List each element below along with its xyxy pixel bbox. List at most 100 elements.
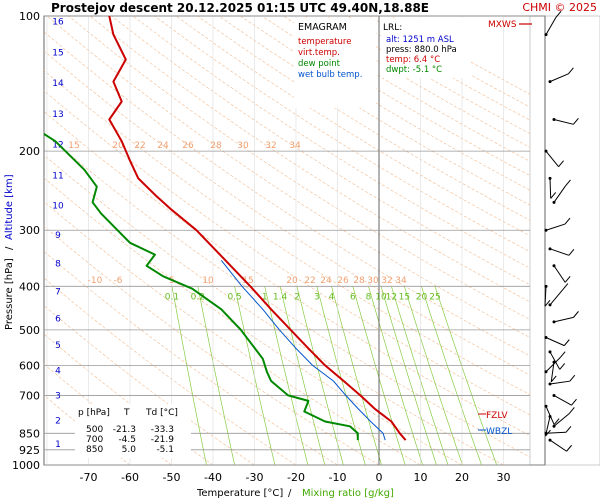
pressure-tick-label: 600: [19, 359, 40, 372]
pressure-tick-label: 1000: [12, 459, 40, 472]
wind-barb-dot: [548, 438, 552, 442]
sounding-series: [44, 16, 407, 441]
isotherms: [46, 16, 504, 465]
altitude-tick-label: 16: [52, 18, 64, 28]
dry-adiabat-line: [44, 111, 530, 436]
xlabel-mixing-ratio: Mixing ratio [g/kg]: [302, 488, 394, 499]
wind-barb: [549, 380, 570, 385]
temperature-tick-label: 10: [414, 471, 428, 484]
wind-barb: [549, 178, 552, 199]
adiabat-label: 34: [289, 141, 301, 151]
lrl-box: [381, 18, 471, 78]
wind-barb-flag: [571, 398, 577, 406]
wind-barb-dot: [544, 431, 548, 435]
wind-barb-dot: [552, 200, 556, 204]
wind-barb-dot: [544, 370, 548, 374]
isobars: [44, 15, 530, 466]
altitude-tick-label: 11: [52, 171, 63, 181]
ylabel-pressure: Pressure [hPa]: [4, 258, 15, 330]
wind-barb-dot: [548, 247, 552, 251]
wind-barb-dot: [552, 393, 556, 397]
wind-barb-flag: [559, 351, 566, 358]
mixing-ratio-label: 0.1: [165, 292, 179, 302]
dry-adiabat-line: [154, 16, 530, 253]
lrl-dwpt: dwpt: -5.1 °C: [386, 65, 442, 75]
mixing-ratio-label: 10: [375, 292, 387, 302]
adiabat-label: 24: [157, 141, 169, 151]
wind-barb: [553, 316, 574, 323]
adiabat-label: 22: [134, 141, 145, 151]
wind-barb-dot: [544, 335, 548, 339]
legend-item-temperature: temperature: [298, 37, 351, 47]
altitude-tick-label: 9: [55, 231, 61, 241]
temperature-tick-label: 20: [455, 471, 469, 484]
adiabat-label: 30: [367, 276, 379, 286]
wind-barb-dot: [548, 176, 552, 180]
xlabel-separator: /: [288, 488, 292, 499]
table-row-500-td: -33.3: [151, 425, 174, 435]
legend-heading: EMAGRAM: [298, 22, 347, 33]
pressure-tick-label: 850: [19, 427, 40, 440]
lrl-alt: alt: 1251 m ASL: [386, 35, 454, 45]
altitude-tick-label: 14: [52, 79, 64, 89]
mixing-ratio-label: 8: [366, 292, 372, 302]
altitude-tick-label: 3: [55, 392, 61, 402]
altitude-tick-label: 1: [55, 440, 61, 450]
temperature-tick-label: -20: [287, 471, 305, 484]
mixing-ratio-label: 0.2: [191, 292, 205, 302]
wind-barb-flag: [573, 311, 579, 318]
lrl-temp: temp: 6.4 °C: [386, 55, 440, 65]
wind-barb: [545, 223, 566, 231]
fzlv-label: FZLV: [486, 411, 508, 421]
wind-barb: [549, 439, 567, 452]
adiabat-label: 15: [242, 276, 253, 286]
mixing-ratio-label: 12: [386, 292, 397, 302]
wind-barb-dot: [548, 350, 552, 354]
altitude-tick-label: 4: [55, 367, 61, 377]
dry-adiabat-line: [111, 16, 530, 286]
pressure-tick-label: 400: [19, 280, 40, 293]
wind-barb: [545, 431, 566, 434]
wind-barb-flag: [564, 276, 571, 283]
wind-barb-dot: [552, 424, 556, 428]
wind-barb: [549, 248, 570, 256]
chart-title: Prostejov descent 20.12.2025 01:15 UTC 4…: [51, 1, 429, 15]
adiabat-label: 20: [112, 141, 124, 151]
dry-adiabat-line: [44, 333, 214, 465]
wind-barb-flag: [568, 67, 574, 75]
pressure-tick-label: 100: [19, 10, 40, 23]
pressure-tick-label: 300: [19, 224, 40, 237]
dry-adiabat-line: [68, 16, 530, 320]
altitude-tick-label: 7: [55, 287, 61, 297]
wind-barb-flag: [566, 444, 572, 452]
mixing-ratio-label: 25: [429, 292, 440, 302]
wind-barb-flag: [559, 363, 566, 370]
mixing-ratio-label: 20: [416, 292, 428, 302]
dry-adiabat-line: [44, 251, 338, 465]
wind-barb: [545, 150, 559, 168]
wind-barb-flag: [553, 418, 560, 425]
lrl-press: press: 880.0 hPa: [386, 45, 457, 55]
temperature-tick-label: -40: [204, 471, 222, 484]
temperature-tick-label: -60: [121, 471, 139, 484]
adiabat-label: 10: [202, 276, 214, 286]
mixing-ratio-label: 3: [314, 292, 320, 302]
wind-barb-flag: [562, 283, 569, 290]
altitude-tick-label: 2: [55, 416, 61, 426]
altitude-tick-label: 5: [55, 341, 61, 351]
wind-barb-dot: [544, 228, 548, 232]
dry-adiabat-line: [197, 16, 530, 221]
adiabat-label: -10: [88, 276, 103, 286]
wind-barb-flag: [565, 179, 571, 187]
adiabat-label: 28: [353, 276, 365, 286]
wind-barb-dot: [548, 303, 552, 307]
temperature-tick-label: 0: [376, 471, 383, 484]
temperature-tick-label: -70: [80, 471, 98, 484]
wind-barb-flag: [573, 117, 579, 125]
wind-barb: [553, 395, 572, 406]
altitude-tick-label: 15: [52, 48, 63, 58]
wind-barb: [553, 185, 566, 203]
wind-barb-dot: [552, 264, 556, 268]
table-row-850-td: -5.1: [156, 445, 174, 455]
wind-barb-flag: [555, 10, 562, 18]
